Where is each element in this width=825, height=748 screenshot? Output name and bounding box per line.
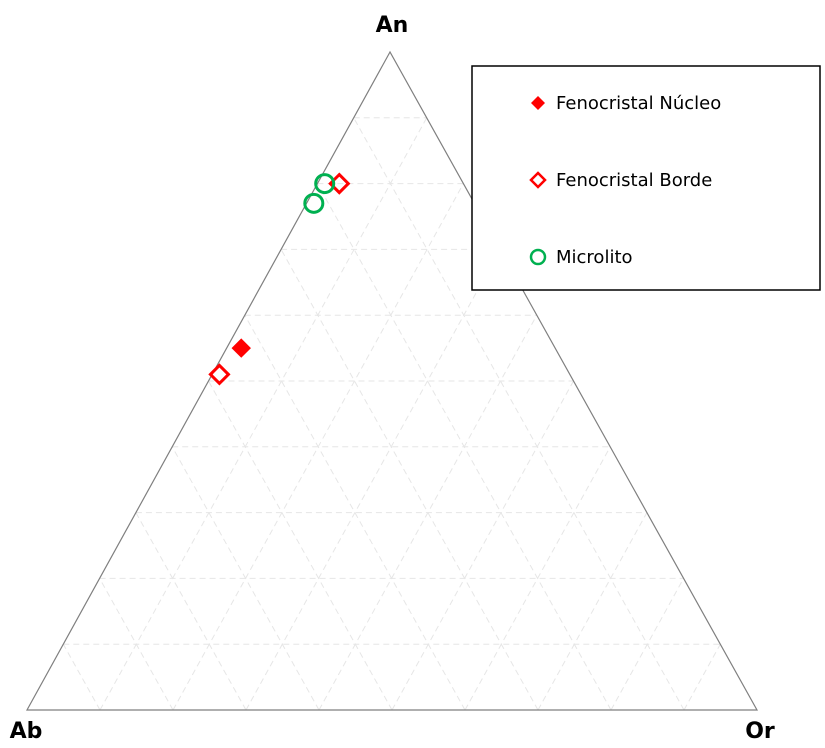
grid-line — [391, 380, 574, 711]
grid-lines — [62, 117, 721, 711]
legend-label: Fenocristal Núcleo — [556, 93, 721, 114]
legend-marker-open-diamond-icon — [529, 171, 547, 189]
grid-line — [245, 249, 501, 711]
grid-line — [464, 446, 611, 711]
grid-line — [99, 578, 174, 711]
grid-line — [208, 380, 393, 711]
vertex-label-ab: Ab — [10, 719, 43, 744]
legend: Fenocristal Núcleo Fenocristal Borde Micro… — [471, 65, 821, 291]
legend-marker-open-circle-icon — [529, 248, 547, 266]
grid-line — [99, 117, 428, 711]
grid-line — [171, 446, 320, 711]
legend-label: Fenocristal Borde — [556, 170, 712, 191]
data-point — [314, 173, 336, 195]
grid-line — [537, 512, 648, 711]
legend-box — [471, 65, 821, 291]
ternary-triangle — [25, 50, 759, 711]
data-point — [208, 363, 231, 386]
legend-marker-filled-diamond-icon — [531, 96, 545, 110]
legend-label: Microlito — [556, 247, 633, 268]
vertex-label-or: Or — [745, 719, 775, 744]
grid-line — [135, 512, 247, 711]
grid-line — [610, 578, 685, 711]
data-point — [303, 192, 325, 214]
grid-line — [683, 643, 721, 711]
grid-line — [353, 117, 685, 711]
grid-line — [280, 249, 539, 711]
grid-line — [62, 643, 101, 711]
data-point — [231, 338, 251, 358]
data-points — [208, 172, 351, 386]
vertex-label-an: An — [376, 13, 409, 38]
